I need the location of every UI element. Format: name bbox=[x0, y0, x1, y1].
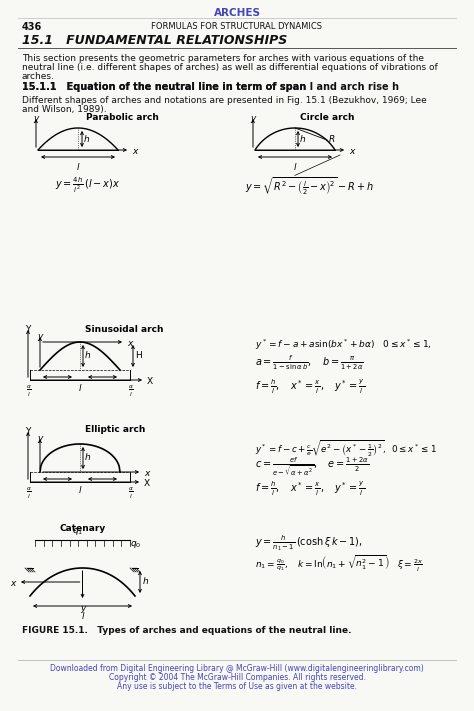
Text: and Wilson, 1989).: and Wilson, 1989). bbox=[22, 105, 107, 114]
Text: y: y bbox=[80, 604, 85, 613]
Text: $f = \frac{h}{l},$   $x^* = \frac{x}{l},$   $y^* = \frac{y}{l}$: $f = \frac{h}{l},$ $x^* = \frac{x}{l},$ … bbox=[255, 480, 365, 498]
Text: ARCHES: ARCHES bbox=[213, 8, 261, 18]
Text: Copyright © 2004 The McGraw-Hill Companies. All rights reserved.: Copyright © 2004 The McGraw-Hill Compani… bbox=[109, 673, 365, 682]
Text: H: H bbox=[135, 351, 142, 360]
Text: $c = \frac{ef}{e - \sqrt{\alpha + \alpha^2}},$   $e = \frac{1 + 2\alpha}{2}$: $c = \frac{ef}{e - \sqrt{\alpha + \alpha… bbox=[255, 456, 369, 479]
Text: l: l bbox=[81, 612, 84, 621]
Text: 15.1.1   Equation of the neutral line in term of span l and arch rise h: 15.1.1 Equation of the neutral line in t… bbox=[22, 82, 399, 92]
Text: l: l bbox=[294, 163, 296, 172]
Text: FIGURE 15.1.   Types of arches and equations of the neutral line.: FIGURE 15.1. Types of arches and equatio… bbox=[22, 626, 352, 635]
Text: h: h bbox=[143, 577, 149, 587]
Text: h: h bbox=[84, 134, 90, 144]
Text: $\frac{\alpha}{l}$: $\frac{\alpha}{l}$ bbox=[128, 486, 134, 501]
Text: h: h bbox=[85, 454, 91, 462]
Text: x: x bbox=[127, 338, 132, 348]
Text: Y: Y bbox=[25, 325, 31, 334]
Text: y: y bbox=[37, 434, 43, 443]
Text: $f = \frac{h}{l},$   $x^* = \frac{x}{l},$   $y^* = \frac{y}{l}$: $f = \frac{h}{l},$ $x^* = \frac{x}{l},$ … bbox=[255, 378, 365, 396]
Text: X: X bbox=[147, 377, 153, 385]
Text: 436: 436 bbox=[22, 22, 42, 32]
Text: $\frac{\alpha}{l}$: $\frac{\alpha}{l}$ bbox=[26, 486, 32, 501]
Text: Elliptic arch: Elliptic arch bbox=[85, 425, 146, 434]
Text: Downloaded from Digital Engineering Library @ McGraw-Hill (www.digitalengineerin: Downloaded from Digital Engineering Libr… bbox=[50, 664, 424, 673]
Text: l: l bbox=[79, 384, 81, 393]
Text: x: x bbox=[10, 579, 16, 587]
Text: y: y bbox=[250, 114, 255, 123]
Text: l: l bbox=[77, 163, 79, 172]
Text: x: x bbox=[349, 146, 355, 156]
Text: $a = \frac{f}{1 - \sin\alpha\,b},$   $b = \frac{\pi}{1 + 2\alpha}$: $a = \frac{f}{1 - \sin\alpha\,b},$ $b = … bbox=[255, 354, 364, 373]
Text: $\frac{\alpha}{l}$: $\frac{\alpha}{l}$ bbox=[128, 384, 134, 399]
Text: l: l bbox=[79, 486, 81, 495]
Text: $y = \frac{4h}{l^2}\,(l - x)x$: $y = \frac{4h}{l^2}\,(l - x)x$ bbox=[55, 176, 120, 196]
Text: x: x bbox=[132, 146, 137, 156]
Text: h: h bbox=[85, 351, 91, 360]
Text: $y = \sqrt{R^2 - \left(\frac{l}{2} - x\right)^2} - R + h$: $y = \sqrt{R^2 - \left(\frac{l}{2} - x\r… bbox=[245, 176, 374, 198]
Text: Different shapes of arches and notations are presented in Fig. 15.1 (Bezukhov, 1: Different shapes of arches and notations… bbox=[22, 96, 427, 105]
Text: $q_1$: $q_1$ bbox=[72, 526, 83, 537]
Text: $n_1 = \frac{q_0}{q_1},$   $k = \ln\!\left(n_1 + \sqrt{n_1^2 - 1}\right)$   $\xi: $n_1 = \frac{q_0}{q_1},$ $k = \ln\!\left… bbox=[255, 554, 423, 574]
Text: arches.: arches. bbox=[22, 72, 55, 81]
Text: neutral line (i.e. different shapes of arches) as well as differential equations: neutral line (i.e. different shapes of a… bbox=[22, 63, 438, 72]
Text: 15.1   FUNDAMENTAL RELATIONSHIPS: 15.1 FUNDAMENTAL RELATIONSHIPS bbox=[22, 34, 287, 47]
Text: h: h bbox=[300, 134, 306, 144]
Text: Any use is subject to the Terms of Use as given at the website.: Any use is subject to the Terms of Use a… bbox=[117, 682, 357, 691]
Text: $y^* = f - a + a\sin(bx^* + b\alpha)$   $0 \leq x^* \leq 1,$: $y^* = f - a + a\sin(bx^* + b\alpha)$ $0… bbox=[255, 338, 432, 353]
Text: Circle arch: Circle arch bbox=[300, 113, 355, 122]
Text: y: y bbox=[33, 114, 39, 123]
Text: Catenary: Catenary bbox=[59, 524, 106, 533]
Text: FORMULAS FOR STRUCTURAL DYNAMICS: FORMULAS FOR STRUCTURAL DYNAMICS bbox=[152, 22, 322, 31]
Text: x: x bbox=[144, 469, 149, 478]
Text: Parabolic arch: Parabolic arch bbox=[86, 113, 159, 122]
Text: y: y bbox=[37, 332, 43, 341]
Text: $R$: $R$ bbox=[328, 134, 336, 144]
Text: X: X bbox=[144, 479, 150, 488]
Text: $y^* = f - c + \frac{c}{e}\sqrt{e^2 - \left(x^* - \frac{1}{2}\right)^2},\;\; 0 \: $y^* = f - c + \frac{c}{e}\sqrt{e^2 - \l… bbox=[255, 438, 437, 458]
Text: $y = \frac{h}{n_1 - 1}\,(\cosh\xi\, k - 1),$: $y = \frac{h}{n_1 - 1}\,(\cosh\xi\, k - … bbox=[255, 534, 363, 553]
Text: $\frac{\alpha}{l}$: $\frac{\alpha}{l}$ bbox=[26, 384, 32, 399]
Text: Sinusoidal arch: Sinusoidal arch bbox=[85, 325, 164, 334]
Text: 15.1.1   Equation of the neutral line in term of span: 15.1.1 Equation of the neutral line in t… bbox=[22, 82, 310, 92]
Text: $q_0$: $q_0$ bbox=[130, 540, 141, 550]
Text: This section presents the geometric parameters for arches with various equations: This section presents the geometric para… bbox=[22, 54, 424, 63]
Text: Y: Y bbox=[25, 427, 31, 436]
